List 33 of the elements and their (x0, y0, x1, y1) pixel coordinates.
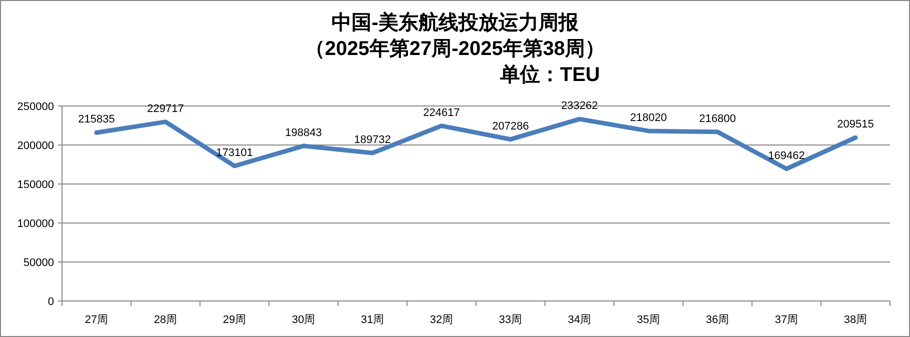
y-tick-label: 200000 (17, 140, 54, 152)
data-label: 216800 (699, 112, 736, 125)
x-tick-label: 28周 (154, 314, 178, 326)
y-tick-label: 100000 (17, 218, 54, 230)
data-label: 198843 (285, 126, 322, 139)
data-label: 215835 (78, 114, 115, 126)
y-tick-label: 150000 (17, 179, 54, 191)
data-label: 209515 (837, 118, 874, 131)
x-tick-label: 34周 (568, 314, 592, 326)
data-label: 233262 (561, 100, 598, 112)
x-tick-label: 35周 (636, 314, 660, 326)
y-tick-label: 0 (48, 296, 54, 308)
text: 单位：TEU (499, 63, 600, 86)
data-label: 173101 (216, 146, 253, 159)
x-tick-label: 29周 (222, 314, 246, 326)
chart-subtitle: （2025年第27周-2025年第38周） (304, 38, 606, 60)
x-tick-label: 36周 (706, 314, 730, 326)
data-label: 207286 (492, 120, 529, 132)
x-tick-label: 30周 (292, 314, 316, 326)
x-tick-label: 37周 (774, 314, 798, 326)
x-tick-label: 33周 (498, 314, 522, 326)
x-tick-label: 31周 (360, 314, 384, 326)
x-tick-label: 27周 (84, 314, 108, 326)
x-tick-label: 38周 (844, 314, 868, 326)
x-tick-label: 32周 (430, 314, 454, 326)
data-label: 224617 (423, 106, 460, 119)
data-label: 169462 (768, 150, 805, 162)
y-tick-label: 250000 (17, 101, 54, 113)
data-label: 218020 (630, 112, 667, 124)
data-label: 189732 (354, 134, 391, 146)
chart-title: 中国-美东航线投放运力周报 (332, 11, 580, 34)
y-tick-label: 50000 (23, 257, 54, 269)
data-label: 229717 (147, 102, 184, 115)
